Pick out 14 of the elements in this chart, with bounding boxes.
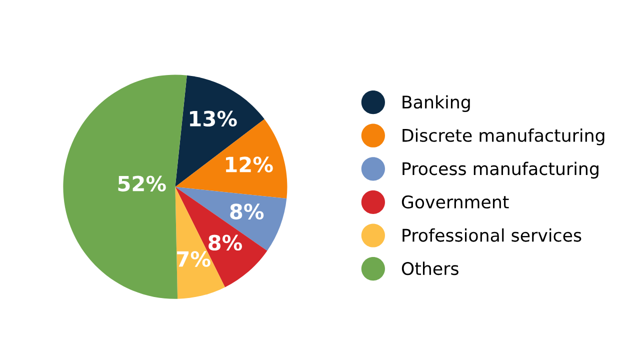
data-label: 8% [208, 234, 242, 251]
legend-label: Professional services [402, 228, 582, 242]
legend-label: Process manufacturing [402, 162, 598, 179]
data-label: 12% [226, 156, 273, 172]
legend-label: Government [402, 195, 509, 209]
legend-label: Discrete manufacturing [402, 128, 604, 146]
data-label: 13% [190, 110, 237, 127]
legend-label: Banking [402, 95, 470, 112]
legend-label: Others [402, 262, 458, 276]
data-label: 52% [118, 176, 166, 192]
pie-slice [175, 186, 268, 288]
data-label: 8% [230, 204, 264, 220]
pie-slice [175, 186, 287, 251]
data-label: 7% [177, 251, 210, 267]
